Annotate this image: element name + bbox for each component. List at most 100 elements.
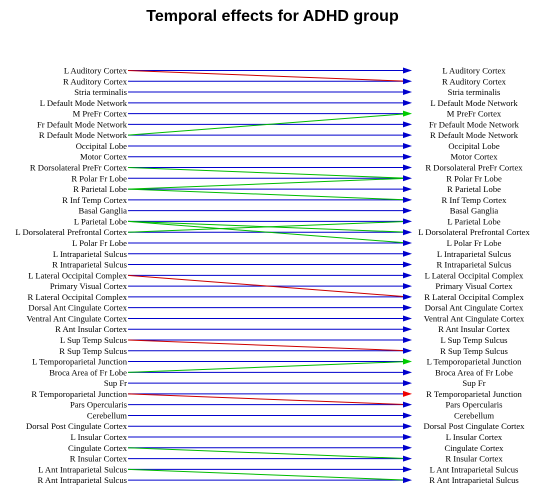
cross-edge-10	[127, 361, 409, 373]
arrowhead-28	[403, 369, 412, 376]
cross-edge-12	[127, 447, 409, 460]
right-region-label: Stria terminalis	[448, 87, 501, 97]
arrowhead-36	[403, 455, 412, 462]
cross-edge-6	[127, 220, 409, 244]
arrowhead-layer	[403, 67, 412, 484]
right-region-label: Pars Opercularis	[445, 400, 503, 410]
right-region-label: Fr Default Mode Network	[429, 119, 520, 129]
right-region-label: Cerebellum	[454, 410, 494, 420]
arrowhead-18	[403, 261, 412, 268]
figure-title: Temporal effects for ADHD group	[146, 8, 399, 25]
arrowhead-10	[403, 175, 412, 182]
right-region-label: L Temporoparietal Junction	[427, 357, 523, 367]
left-region-label: L Ant Intraparietal Sulcus	[38, 464, 127, 474]
right-region-label: R Inf Temp Cortex	[442, 195, 508, 205]
left-region-label: Dorsal Ant Cingulate Cortex	[28, 303, 127, 313]
right-region-label: L Polar Fr Lobe	[447, 238, 502, 248]
left-region-label: L Intraparietal Sulcus	[53, 249, 128, 259]
cross-edge-0	[127, 70, 409, 82]
arrowhead-33	[403, 423, 412, 430]
arrowhead-5	[403, 121, 412, 128]
right-region-label: R Intraparietal Sulcus	[437, 260, 513, 270]
right-region-label: L Ant Intraparietal Sulcus	[430, 464, 519, 474]
right-region-label: Basal Ganglia	[450, 206, 499, 216]
left-region-label: Sup Fr	[104, 378, 127, 388]
right-region-label: L Dorsolateral Prefrontal Cortex	[418, 227, 530, 237]
arrowhead-22	[403, 304, 412, 311]
left-region-label: L Default Mode Network	[40, 98, 128, 108]
left-region-label: L Insular Cortex	[71, 432, 128, 442]
left-region-label: Cerebellum	[87, 410, 127, 420]
right-region-label: L Sup Temp Sulcus	[441, 335, 509, 345]
right-region-label: Ventral Ant Cingulate Cortex	[424, 313, 525, 323]
left-region-label: L Dorsolateral Prefrontal Cortex	[15, 227, 127, 237]
arrowhead-32	[403, 412, 412, 419]
left-region-label: M PreFr Cortex	[73, 109, 128, 119]
left-region-label: L Temporoparietal Junction	[32, 357, 128, 367]
left-region-label: L Lateral Occipital Complex	[28, 270, 127, 280]
right-region-label: R Default Mode Network	[430, 130, 519, 140]
left-region-label: Fr Default Mode Network	[37, 119, 128, 129]
arrowhead-2	[403, 89, 412, 96]
right-region-label: L Auditory Cortex	[442, 66, 506, 76]
left-region-label: Stria terminalis	[74, 87, 127, 97]
right-region-label: L Insular Cortex	[446, 432, 503, 442]
arrowhead-16	[403, 239, 412, 246]
arrowhead-14	[403, 218, 412, 225]
cross-edge-11	[127, 393, 409, 406]
right-region-label: Broca Area of Fr Lobe	[435, 367, 513, 377]
left-region-label: Pars Opercularis	[70, 400, 128, 410]
edge-layer	[127, 70, 409, 481]
right-region-label: Primary Visual Cortex	[435, 281, 513, 291]
right-region-label: R Ant Intraparietal Sulcus	[429, 475, 519, 485]
left-region-label: L Parietal Lobe	[74, 216, 127, 226]
arrowhead-24	[403, 326, 412, 333]
left-region-label: Ventral Ant Cingulate Cortex	[27, 313, 128, 323]
cross-edge-1	[127, 113, 409, 136]
right-region-label: L Lateral Occipital Complex	[425, 270, 524, 280]
left-region-label: R Auditory Cortex	[63, 76, 128, 86]
arrowhead-1	[403, 78, 412, 85]
right-region-label: Dorsal Post Cingulate Cortex	[424, 421, 526, 431]
cross-edge-8	[127, 274, 409, 298]
right-region-label: R Lateral Occipital Complex	[424, 292, 524, 302]
left-region-label: R Dorsolateral PreFr Cortex	[30, 163, 128, 173]
arrowhead-30	[403, 390, 412, 397]
right-region-label: R Temporoparietal Junction	[426, 389, 522, 399]
arrowhead-9	[403, 164, 412, 171]
left-region-label: Basal Ganglia	[79, 206, 128, 216]
right-region-label: M PreFr Cortex	[447, 109, 502, 119]
left-region-label: Motor Cortex	[80, 152, 128, 162]
arrowhead-19	[403, 272, 412, 279]
left-region-label: R Inf Temp Cortex	[62, 195, 128, 205]
right-region-label: R Dorsolateral PreFr Cortex	[425, 163, 523, 173]
right-region-label: Occipital Lobe	[448, 141, 499, 151]
right-region-label: L Default Mode Network	[430, 98, 518, 108]
arrowhead-34	[403, 434, 412, 441]
left-region-label: R Default Mode Network	[39, 130, 128, 140]
arrowhead-38	[403, 477, 412, 484]
arrowhead-6	[403, 132, 412, 139]
cross-edge-9	[127, 339, 409, 352]
left-region-label: Primary Visual Cortex	[50, 281, 128, 291]
arrowhead-8	[403, 153, 412, 160]
left-region-label: R Lateral Occipital Complex	[27, 292, 127, 302]
right-region-label: L Parietal Lobe	[447, 216, 500, 226]
right-region-label: Sup Fr	[462, 378, 485, 388]
left-region-label: Broca Area of Fr Lobe	[49, 367, 127, 377]
right-region-label: Dorsal Ant Cingulate Cortex	[425, 303, 524, 313]
arrowhead-20	[403, 283, 412, 290]
arrowhead-15	[403, 229, 412, 236]
left-region-label: R Polar Fr Lobe	[71, 173, 127, 183]
right-region-label: R Parietal Lobe	[447, 184, 501, 194]
cross-edge-13	[127, 468, 409, 481]
left-region-label: L Polar Fr Lobe	[72, 238, 127, 248]
left-region-label: R Ant Insular Cortex	[55, 324, 128, 334]
arrowhead-26	[403, 347, 412, 354]
left-region-label: R Insular Cortex	[70, 454, 128, 464]
right-region-label: R Sup Temp Sulcus	[440, 346, 508, 356]
arrowhead-0	[403, 67, 412, 74]
